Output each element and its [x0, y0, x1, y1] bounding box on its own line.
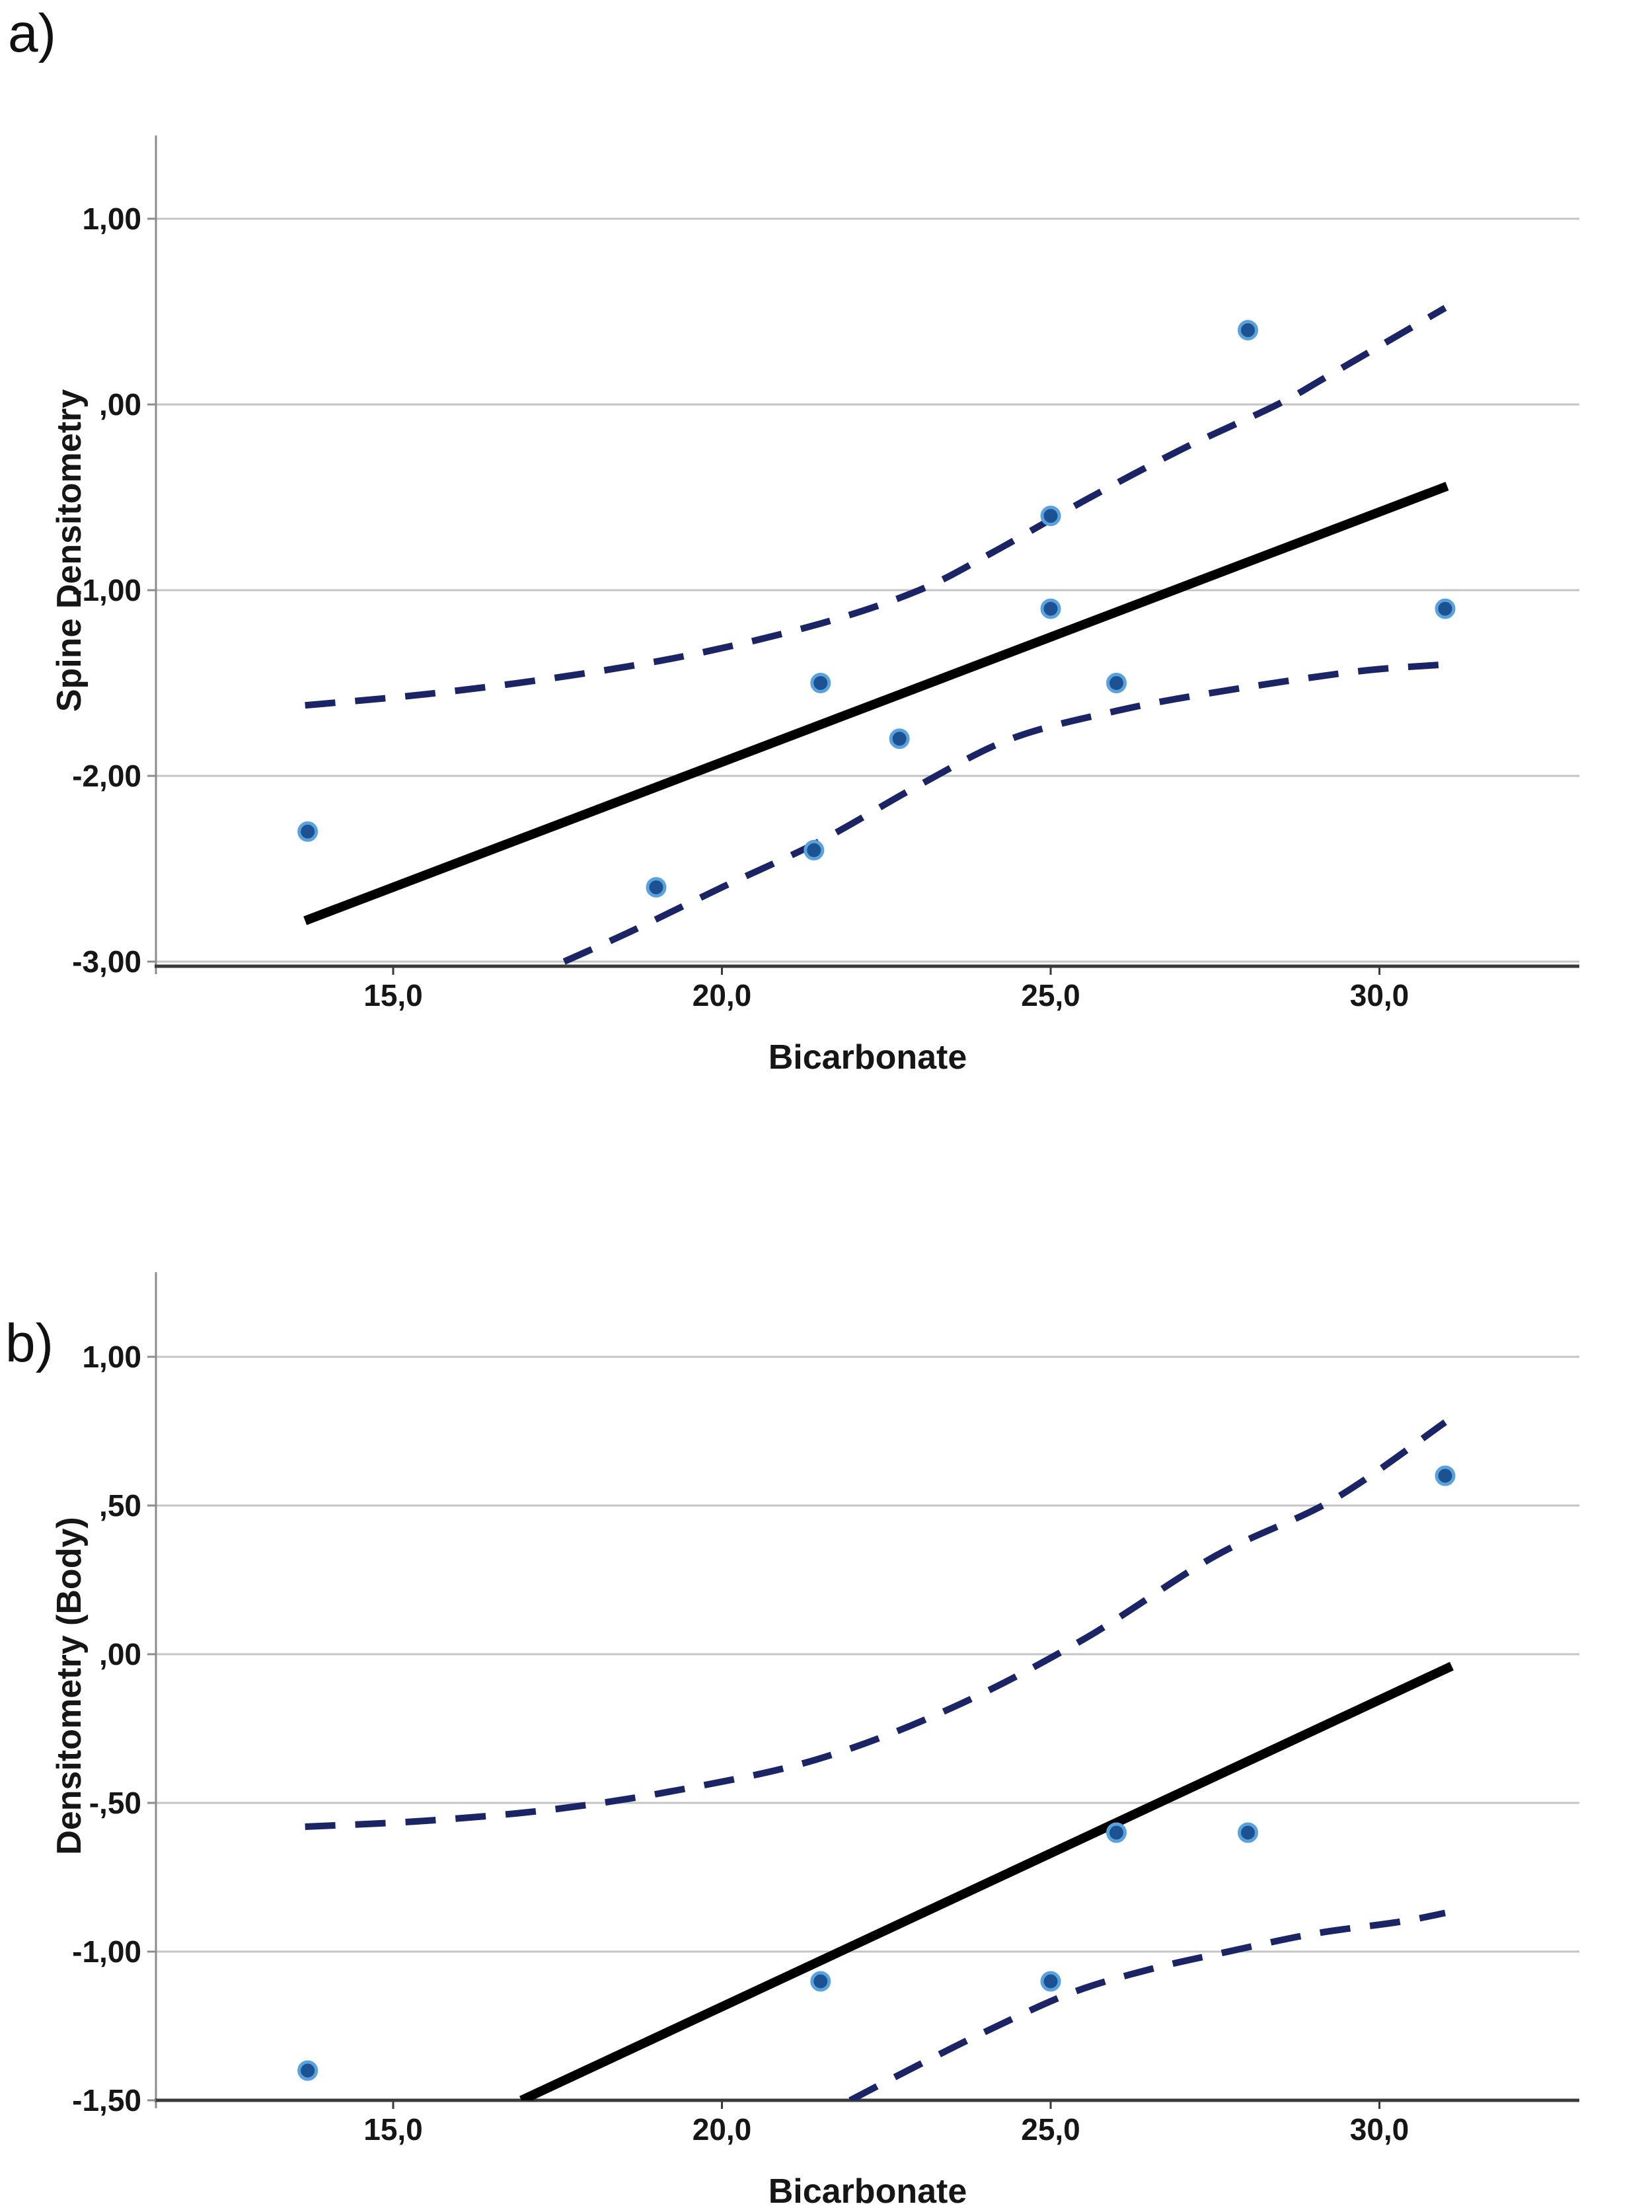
data-point	[1040, 506, 1061, 527]
scatter-chart-a: 1,00 ,00 -1,00 -2,00 -3,00 15,0 20,0 25,0 30,0	[72, 135, 1579, 1012]
y-tick-label: -1,50	[72, 2083, 141, 2117]
data-point	[1238, 320, 1258, 341]
data-point	[297, 2060, 319, 2081]
y-tick-label: ,00	[99, 1637, 141, 1671]
regression-line	[519, 1661, 1454, 2100]
x-tick-label: 15,0	[363, 2112, 423, 2147]
x-tick-label: 30,0	[1350, 978, 1409, 1012]
ci-upper-curve	[305, 1419, 1447, 1830]
x-tick-label: 20,0	[693, 2112, 752, 2147]
data-point	[297, 821, 319, 842]
data-point	[1435, 598, 1456, 619]
data-point	[810, 673, 831, 693]
data-point	[1040, 1971, 1061, 1992]
data-point	[1106, 1822, 1127, 1843]
y-tick-label: -2,00	[72, 759, 141, 793]
data-point	[804, 839, 825, 860]
data-point	[1435, 1465, 1456, 1486]
x-tick-label: 20,0	[693, 978, 752, 1012]
regression-line	[303, 482, 1449, 925]
y-tick-label: -1,00	[72, 1934, 141, 1969]
ci-upper-curve	[305, 305, 1447, 709]
x-tick-label: 15,0	[363, 978, 423, 1012]
scatter-chart-b: 1,00 ,50 ,00 -,50 -1,00 -1,50 15,0 20,0 25,0 30,0	[72, 1272, 1579, 2147]
y-tick-label: 1,00	[82, 202, 141, 236]
x-axis-title-bicarbonate-a: Bicarbonate	[768, 1038, 967, 1077]
x-tick-label: 30,0	[1350, 2112, 1409, 2147]
data-point	[646, 877, 667, 898]
y-tick-label: ,00	[99, 387, 141, 422]
data-point	[1238, 1822, 1258, 1843]
ci-lower-curve	[848, 1909, 1446, 2100]
data-point	[1040, 598, 1061, 619]
data-point	[889, 728, 910, 749]
y-tick-label: 1,00	[82, 1340, 141, 1374]
y-tick-label: -1,00	[72, 573, 141, 607]
y-tick-label: ,50	[99, 1488, 141, 1523]
panel-label-b: b)	[5, 1313, 54, 1373]
x-axis-title-bicarbonate-b: Bicarbonate	[768, 2172, 967, 2211]
x-tick-label: 25,0	[1021, 978, 1080, 1012]
data-point	[1106, 673, 1127, 693]
y-tick-label: -3,00	[72, 944, 141, 979]
data-point	[810, 1971, 831, 1992]
y-tick-label: -,50	[89, 1786, 141, 1820]
x-tick-label: 25,0	[1021, 2112, 1080, 2147]
ci-lower-curve	[562, 661, 1446, 965]
panel-label-a: a)	[8, 3, 56, 63]
